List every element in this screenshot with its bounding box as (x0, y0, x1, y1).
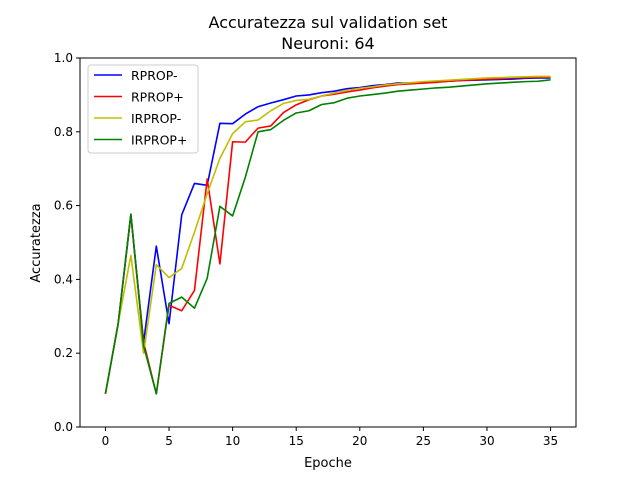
legend: RPROP- RPROP+ IRPROP- IRPROP+ (87, 64, 199, 154)
y-tick-label: 0.8 (54, 125, 73, 139)
y-tick-label: 0.2 (54, 346, 73, 360)
y-tick-label: 0.6 (54, 199, 73, 213)
x-tick-label: 5 (165, 434, 173, 448)
x-tick-label: 20 (352, 434, 367, 448)
legend-label: IRPROP- (131, 111, 181, 126)
chart-subtitle: Neuroni: 64 (281, 34, 374, 53)
y-tick-label: 0.0 (54, 420, 73, 434)
x-tick-label: 30 (479, 434, 494, 448)
series-line-irprop-minus (104, 75, 551, 394)
x-tick-label: 25 (416, 434, 431, 448)
legend-label: RPROP- (131, 68, 178, 83)
y-axis-ticks: 0.0 0.2 0.4 0.6 0.8 1.0 (54, 51, 80, 434)
x-tick-label: 10 (225, 434, 240, 448)
x-axis-ticks: 0 5 10 15 20 25 30 35 (102, 427, 558, 448)
legend-label: IRPROP+ (131, 133, 187, 148)
legend-label: RPROP+ (131, 90, 184, 105)
legend-box (87, 64, 199, 154)
x-tick-label: 15 (289, 434, 304, 448)
y-tick-label: 1.0 (54, 51, 73, 65)
plot-lines (104, 75, 551, 395)
x-axis-label: Epoche (304, 456, 352, 471)
x-tick-label: 35 (543, 434, 558, 448)
series-line-irprop-plus (104, 78, 551, 395)
x-tick-label: 0 (102, 434, 110, 448)
plot-frame (79, 57, 577, 428)
y-axis-label: Accuratezza (29, 203, 44, 282)
chart-title: Accuratezza sul validation set (209, 13, 448, 32)
y-tick-label: 0.4 (54, 272, 73, 286)
